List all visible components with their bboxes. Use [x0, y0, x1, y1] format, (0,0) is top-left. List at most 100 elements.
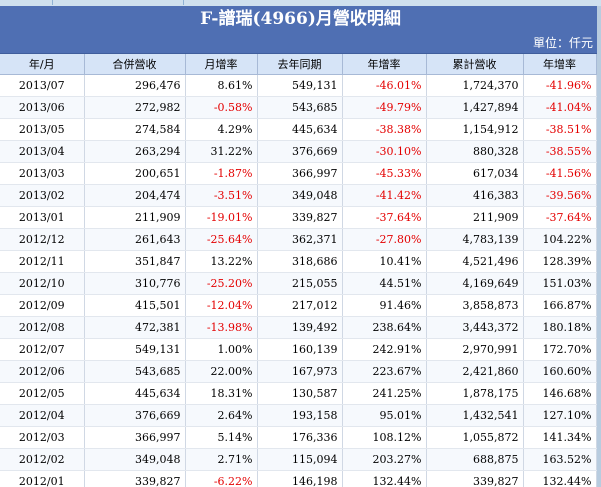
scrollbar-edge[interactable]	[597, 6, 601, 487]
cell-month: 2012/09	[0, 294, 85, 317]
page-title: F-譜瑞(4966)月營收明細	[0, 6, 601, 33]
cell-cumulative-yoy: 132.44%	[523, 470, 597, 487]
cell-last-year: 543,685	[257, 96, 343, 119]
cell-yoy: 44.51%	[342, 272, 427, 295]
cell-mom: -0.58%	[185, 96, 258, 119]
cell-month: 2012/12	[0, 228, 85, 251]
cell-yoy: -38.38%	[342, 118, 427, 141]
cell-cumulative: 1,878,175	[426, 382, 524, 405]
cell-revenue: 366,997	[84, 426, 186, 449]
table-row: 2013/03 200,651 -1.87% 366,997 -45.33% 617,03…	[0, 162, 597, 185]
cell-last-year: 176,336	[257, 426, 343, 449]
top-tab-strip	[0, 0, 601, 6]
cell-cumulative-yoy: 141.34%	[523, 426, 597, 449]
cell-cumulative: 3,858,873	[426, 294, 524, 317]
cell-revenue: 349,048	[84, 448, 186, 471]
cell-month: 2013/06	[0, 96, 85, 119]
table-row: 2013/01 211,909 -19.01% 339,827 -37.64% 211,9…	[0, 206, 597, 229]
cell-mom: 22.00%	[185, 360, 258, 383]
cell-yoy: 223.67%	[342, 360, 427, 383]
cell-revenue: 200,651	[84, 162, 186, 185]
cell-revenue: 296,476	[84, 74, 186, 97]
cell-cumulative: 1,427,894	[426, 96, 524, 119]
cell-last-year: 139,492	[257, 316, 343, 339]
cell-cumulative-yoy: 166.87%	[523, 294, 597, 317]
cell-last-year: 549,131	[257, 74, 343, 97]
cell-last-year: 445,634	[257, 118, 343, 141]
cell-mom: -25.64%	[185, 228, 258, 251]
column-header-mom: 月增率	[185, 54, 258, 75]
cell-mom: 2.71%	[185, 448, 258, 471]
cell-mom: -12.04%	[185, 294, 258, 317]
table-row: 2013/05 274,584 4.29% 445,634 -38.38% 1,154,9…	[0, 118, 597, 141]
table-row: 2012/01 339,827 -6.22% 146,198 132.44% 339,82…	[0, 470, 597, 487]
cell-yoy: 10.41%	[342, 250, 427, 273]
cell-last-year: 115,094	[257, 448, 343, 471]
table-row: 2012/11 351,847 13.22% 318,686 10.41% 4,521,4…	[0, 250, 597, 273]
cell-cumulative-yoy: 160.60%	[523, 360, 597, 383]
column-header-cumulative-yoy: 年增率	[523, 54, 597, 75]
cell-yoy: -37.64%	[342, 206, 427, 229]
table-row: 2012/04 376,669 2.64% 193,158 95.01% 1,432,54…	[0, 404, 597, 427]
table-row: 2013/07 296,476 8.61% 549,131 -46.01% 1,724,3…	[0, 74, 597, 97]
cell-cumulative: 2,970,991	[426, 338, 524, 361]
cell-month: 2012/11	[0, 250, 85, 273]
column-header-last-year: 去年同期	[257, 54, 343, 75]
cell-mom: -1.87%	[185, 162, 258, 185]
cell-mom: 4.29%	[185, 118, 258, 141]
cell-yoy: -27.80%	[342, 228, 427, 251]
revenue-table: 年/月 合併營收 月增率 去年同期 年增率 累計營收 年增率 2013/07 29…	[0, 54, 597, 487]
cell-month: 2013/04	[0, 140, 85, 163]
cell-last-year: 366,997	[257, 162, 343, 185]
table-row: 2012/07 549,131 1.00% 160,139 242.91% 2,970,9…	[0, 338, 597, 361]
cell-cumulative: 2,421,860	[426, 360, 524, 383]
cell-cumulative-yoy: -39.56%	[523, 184, 597, 207]
cell-cumulative-yoy: 127.10%	[523, 404, 597, 427]
cell-last-year: 362,371	[257, 228, 343, 251]
cell-revenue: 261,643	[84, 228, 186, 251]
cell-last-year: 349,048	[257, 184, 343, 207]
cell-cumulative-yoy: 180.18%	[523, 316, 597, 339]
cell-mom: 18.31%	[185, 382, 258, 405]
cell-mom: 13.22%	[185, 250, 258, 273]
cell-cumulative-yoy: 151.03%	[523, 272, 597, 295]
cell-month: 2012/01	[0, 470, 85, 487]
table-row: 2012/05 445,634 18.31% 130,587 241.25% 1,878,…	[0, 382, 597, 405]
cell-cumulative-yoy: 163.52%	[523, 448, 597, 471]
cell-month: 2012/03	[0, 426, 85, 449]
table-row: 2012/12 261,643 -25.64% 362,371 -27.80% 4,783…	[0, 228, 597, 251]
cell-revenue: 204,474	[84, 184, 186, 207]
cell-revenue: 543,685	[84, 360, 186, 383]
cell-yoy: -41.42%	[342, 184, 427, 207]
active-tab-edge	[52, 0, 184, 5]
cell-last-year: 339,827	[257, 206, 343, 229]
cell-mom: 1.00%	[185, 338, 258, 361]
cell-cumulative: 1,724,370	[426, 74, 524, 97]
cell-last-year: 160,139	[257, 338, 343, 361]
cell-yoy: 91.46%	[342, 294, 427, 317]
cell-yoy: -46.01%	[342, 74, 427, 97]
cell-revenue: 211,909	[84, 206, 186, 229]
cell-mom: -25.20%	[185, 272, 258, 295]
cell-cumulative-yoy: 172.70%	[523, 338, 597, 361]
cell-cumulative: 617,034	[426, 162, 524, 185]
table-row: 2012/10 310,776 -25.20% 215,055 44.51% 4,169,…	[0, 272, 597, 295]
cell-yoy: -49.79%	[342, 96, 427, 119]
column-header-cumulative: 累計營收	[426, 54, 524, 75]
column-header-revenue: 合併營收	[84, 54, 186, 75]
cell-last-year: 217,012	[257, 294, 343, 317]
column-header-month: 年/月	[0, 54, 85, 75]
cell-cumulative: 339,827	[426, 470, 524, 487]
cell-yoy: 203.27%	[342, 448, 427, 471]
cell-cumulative: 4,521,496	[426, 250, 524, 273]
cell-month: 2012/06	[0, 360, 85, 383]
cell-month: 2013/05	[0, 118, 85, 141]
cell-mom: -6.22%	[185, 470, 258, 487]
cell-mom: -19.01%	[185, 206, 258, 229]
cell-revenue: 472,381	[84, 316, 186, 339]
cell-mom: -13.98%	[185, 316, 258, 339]
cell-mom: 31.22%	[185, 140, 258, 163]
cell-month: 2012/04	[0, 404, 85, 427]
cell-month: 2013/07	[0, 74, 85, 97]
cell-cumulative: 1,055,872	[426, 426, 524, 449]
